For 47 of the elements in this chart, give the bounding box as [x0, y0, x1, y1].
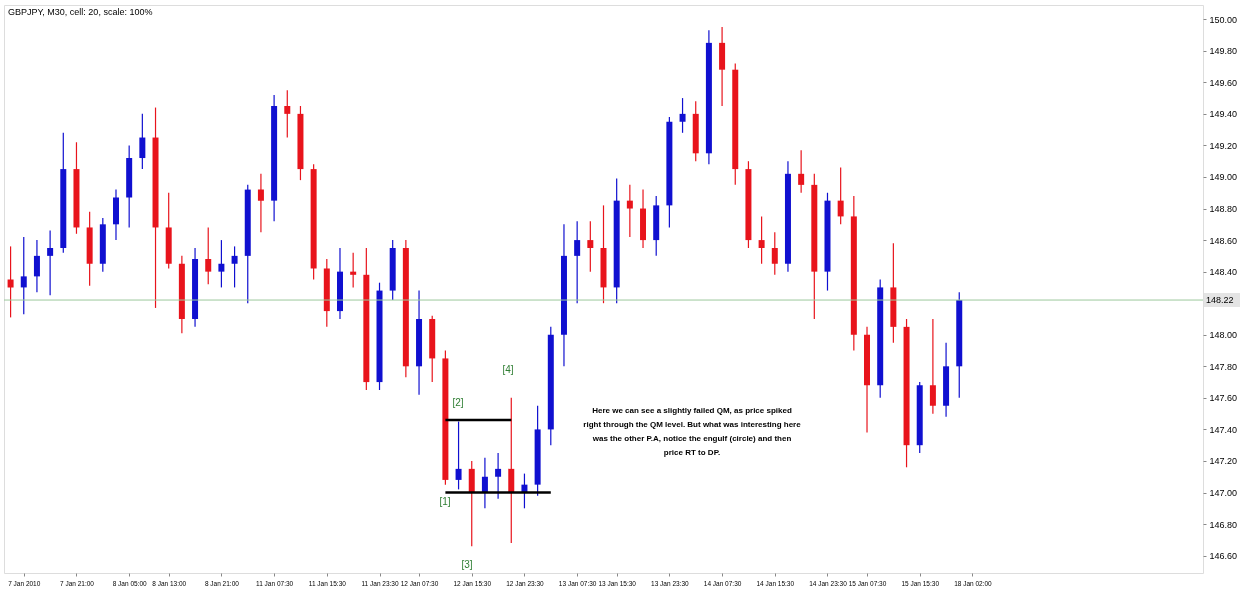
y-tick-label: 147.80 [1209, 361, 1238, 372]
y-tick-label: 146.60 [1209, 551, 1238, 562]
annotation: [4] [502, 364, 514, 375]
y-tick-label: 149.40 [1209, 109, 1238, 120]
y-tick-label: 147.00 [1209, 488, 1238, 499]
y-tick-label: 147.20 [1209, 456, 1238, 467]
candlestick [33, 239, 40, 293]
annotation: Here we can see a slightly failed QM, as price spiked right through the QM level. But what was interesting here was the other P.A, notice the engulf (circle) and then price RT to DP. [583, 406, 802, 457]
candlestick [139, 113, 146, 170]
y-tick-label: 147.40 [1209, 424, 1238, 435]
candlestick [626, 184, 633, 238]
candlestick [468, 460, 475, 547]
candlestick [350, 252, 357, 289]
y-tick-label: 149.20 [1209, 140, 1238, 151]
candlestick [47, 230, 54, 296]
y-tick-label: 148.40 [1209, 267, 1238, 278]
candlestick [218, 239, 225, 289]
candlestick [20, 236, 27, 315]
y-tick-label: 146.80 [1209, 519, 1238, 530]
chart-title: GBPJPY, M30, cell: 20, scale: 100% [8, 7, 153, 17]
candlestick [798, 149, 805, 194]
annotation: [1] [439, 496, 451, 507]
candlestick [284, 89, 291, 139]
candlestick [495, 452, 502, 500]
y-tick-label: 149.80 [1209, 46, 1238, 57]
candlestick [758, 215, 765, 265]
candlestick [231, 245, 238, 289]
annotation: [2] [452, 397, 464, 408]
candlestick [837, 166, 844, 225]
candlestick [508, 397, 515, 544]
annotation: [3] [461, 559, 473, 570]
candlestick [257, 173, 264, 233]
candlestick [929, 318, 936, 415]
ref-line-label: 148.22 [1206, 295, 1234, 306]
candlestick [455, 420, 462, 490]
y-tick-label: 149.00 [1209, 172, 1238, 183]
y-tick-label: 150.00 [1209, 14, 1238, 25]
candlestick [771, 231, 778, 276]
y-tick-label: 148.00 [1209, 330, 1238, 341]
candlestick [574, 220, 581, 304]
y-tick-label: 148.60 [1209, 235, 1238, 246]
y-tick-label: 149.60 [1209, 77, 1238, 88]
y-tick-label: 147.60 [1209, 393, 1238, 404]
candlestick [679, 97, 686, 134]
y-tick-label: 148.80 [1209, 204, 1238, 215]
candlestick [205, 226, 212, 285]
candlestick [587, 220, 594, 273]
